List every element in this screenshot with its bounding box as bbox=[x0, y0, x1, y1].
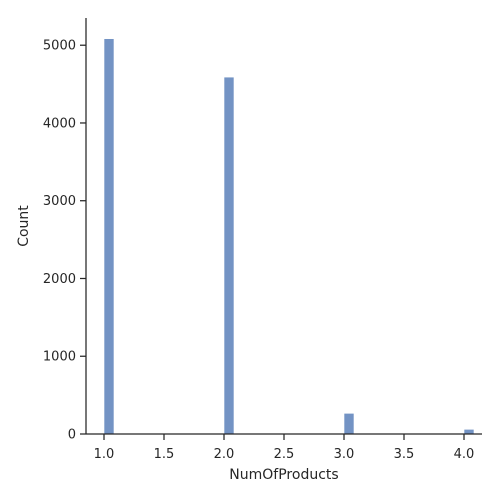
y-tick-label: 3000 bbox=[43, 194, 76, 209]
y-tick-label: 5000 bbox=[43, 39, 76, 54]
x-tick-label: 3.0 bbox=[334, 447, 355, 462]
x-axis-label: NumOfProducts bbox=[229, 467, 338, 483]
y-tick-label: 2000 bbox=[43, 272, 76, 287]
x-tick-label: 3.5 bbox=[394, 447, 415, 462]
x-tick-label: 2.5 bbox=[274, 447, 295, 462]
y-axis-ticks: 0 1000 2000 3000 4000 5000 bbox=[43, 39, 86, 443]
histogram-bar bbox=[343, 413, 355, 435]
x-tick-label: 1.5 bbox=[154, 447, 175, 462]
x-tick-label: 2.0 bbox=[214, 447, 235, 462]
y-tick-label: 4000 bbox=[43, 116, 76, 131]
y-tick-label: 0 bbox=[68, 428, 76, 443]
y-tick-label: 1000 bbox=[43, 350, 76, 365]
bars-group bbox=[103, 38, 475, 435]
histogram-bar bbox=[103, 38, 115, 435]
x-tick-label: 4.0 bbox=[454, 447, 475, 462]
histogram-bar bbox=[223, 76, 235, 435]
y-axis-label: Count bbox=[16, 205, 32, 247]
x-tick-label: 1.0 bbox=[94, 447, 115, 462]
histogram-bar bbox=[463, 429, 475, 435]
x-axis-ticks: 1.0 1.5 2.0 2.5 3.0 3.5 4.0 bbox=[94, 434, 475, 462]
